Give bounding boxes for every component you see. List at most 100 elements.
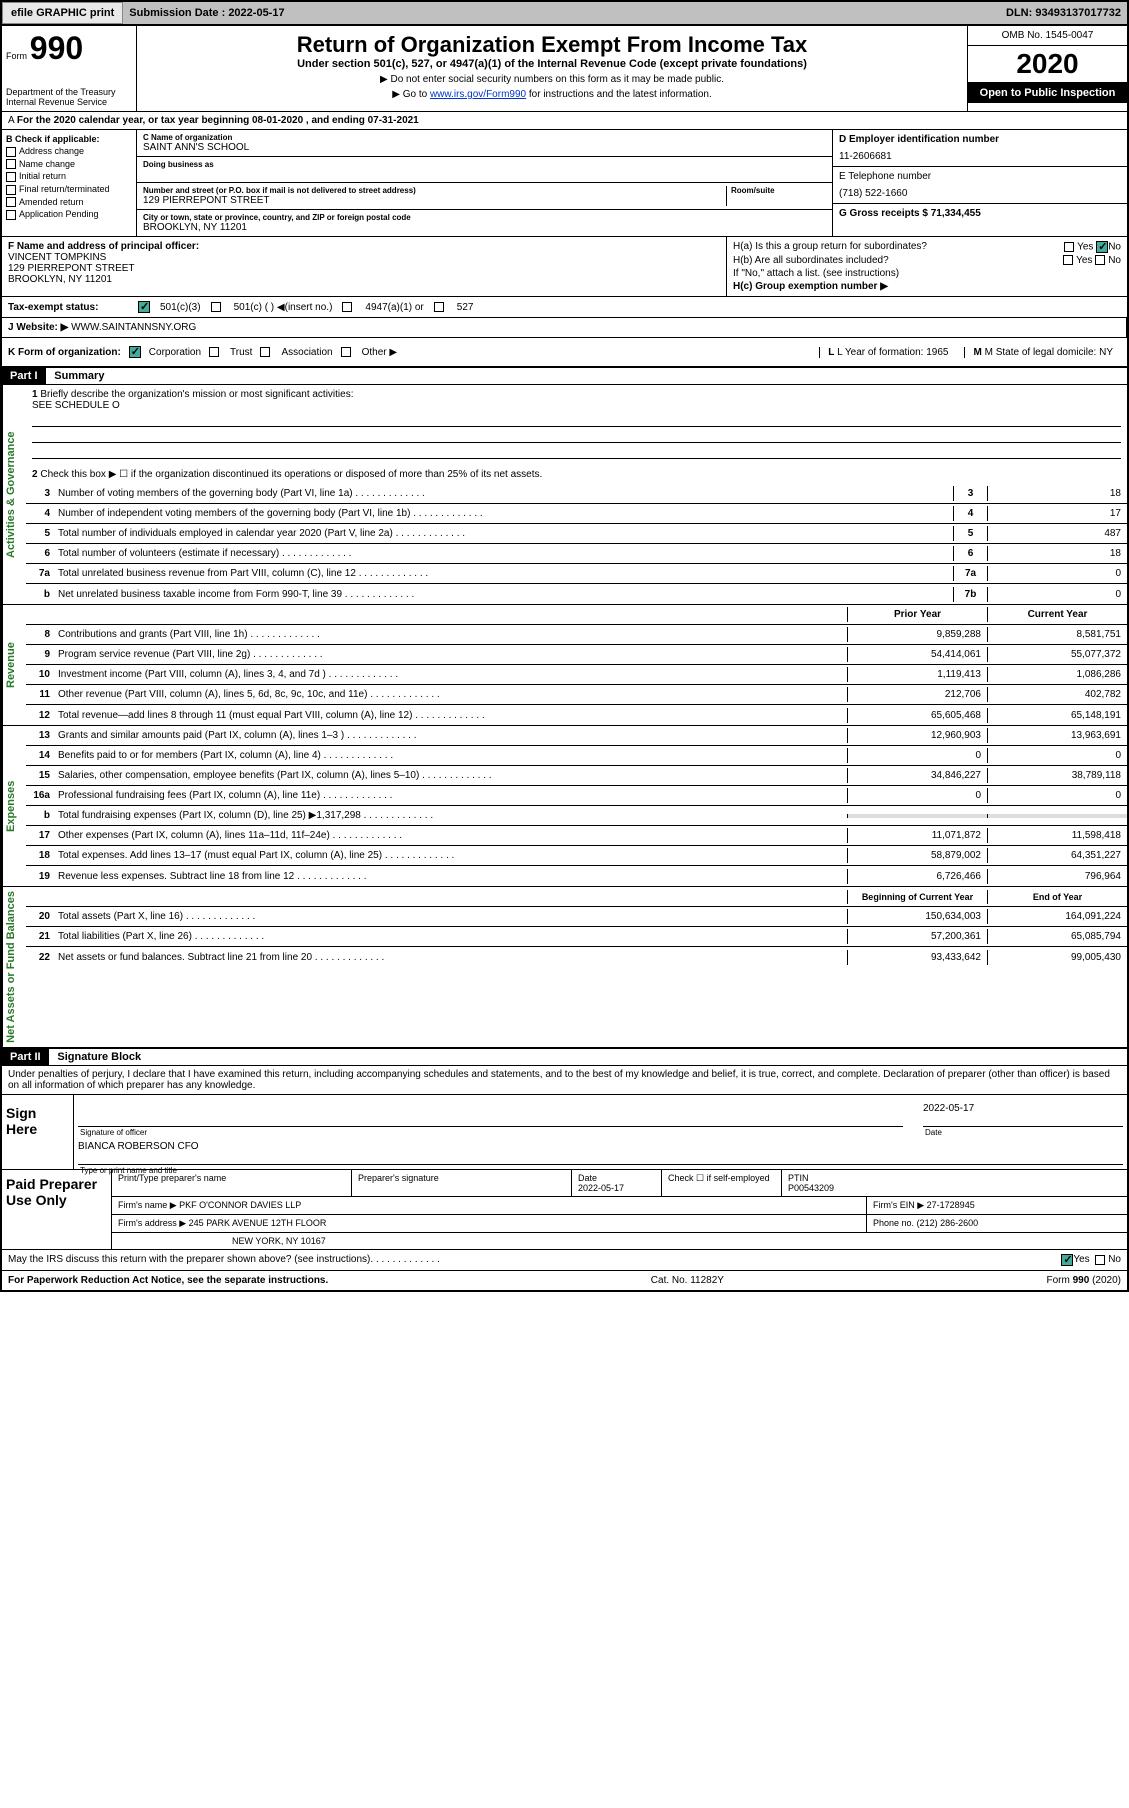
chk-amended-return[interactable]: Amended return <box>6 197 132 208</box>
h-b-no[interactable] <box>1095 255 1105 265</box>
row-k: K Form of organization: Corporation Trus… <box>2 338 1127 368</box>
summary-line-11: 11 Other revenue (Part VIII, column (A),… <box>26 685 1127 705</box>
hdr-end-year: End of Year <box>987 890 1127 904</box>
row-j-l-m: J Website: ▶ WWW.SAINTANNSNY.ORG <box>2 318 1127 338</box>
summary-line-15: 15 Salaries, other compensation, employe… <box>26 766 1127 786</box>
summary-expenses: Expenses 13 Grants and similar amounts p… <box>2 725 1127 886</box>
hdr-prior-year: Prior Year <box>847 607 987 622</box>
summary-line-10: 10 Investment income (Part VIII, column … <box>26 665 1127 685</box>
chk-initial-return[interactable]: Initial return <box>6 171 132 182</box>
chk-trust[interactable] <box>209 347 219 357</box>
discuss-yes[interactable] <box>1061 1254 1073 1266</box>
box-k-label: K Form of organization: <box>8 347 121 358</box>
title-box: Return of Organization Exempt From Incom… <box>137 26 967 111</box>
gross-receipts: G Gross receipts $ 71,334,455 <box>839 208 1121 219</box>
summary-line-21: 21 Total liabilities (Part X, line 26) 5… <box>26 927 1127 947</box>
preparer-firm: PKF O'CONNOR DAVIES LLP <box>179 1200 301 1210</box>
part-i-badge: Part I <box>2 368 46 384</box>
summary-line-4: 4 Number of independent voting members o… <box>26 504 1127 524</box>
chk-corporation[interactable] <box>129 346 141 358</box>
rotate-net-assets: Net Assets or Fund Balances <box>2 887 26 1047</box>
summary-net-assets: Net Assets or Fund Balances Beginning of… <box>2 886 1127 1047</box>
city-state-zip: BROOKLYN, NY 11201 <box>143 222 826 233</box>
chk-other[interactable] <box>341 347 351 357</box>
h-a-no[interactable] <box>1096 241 1108 253</box>
preparer-addr: 245 PARK AVENUE 12TH FLOOR <box>189 1218 327 1228</box>
page-footer: For Paperwork Reduction Act Notice, see … <box>2 1270 1127 1290</box>
form-number-box: Form 990 Department of the Treasury Inte… <box>2 26 137 111</box>
summary-line-3: 3 Number of voting members of the govern… <box>26 484 1127 504</box>
h-b-yes[interactable] <box>1063 255 1073 265</box>
form-title: Return of Organization Exempt From Incom… <box>143 32 961 58</box>
officer-addr: 129 PIERREPONT STREET <box>8 263 720 274</box>
chk-501c3[interactable] <box>138 301 150 313</box>
box-l: L L Year of formation: 1965 <box>819 347 956 358</box>
discuss-no[interactable] <box>1095 1255 1105 1265</box>
paid-preparer-label: Paid Preparer Use Only <box>2 1170 112 1249</box>
form-header: Form 990 Department of the Treasury Inte… <box>2 26 1127 112</box>
efile-print-button[interactable]: efile GRAPHIC print <box>2 2 123 24</box>
instructions-link[interactable]: www.irs.gov/Form990 <box>430 89 526 100</box>
officer-name: VINCENT TOMPKINS <box>8 252 720 263</box>
paid-preparer-row: Paid Preparer Use Only Print/Type prepar… <box>2 1170 1127 1250</box>
line-1-value: SEE SCHEDULE O <box>32 400 1121 411</box>
chk-name-change[interactable]: Name change <box>6 159 132 170</box>
header-bar: efile GRAPHIC print Submission Date : 20… <box>2 2 1127 26</box>
form-990-page: efile GRAPHIC print Submission Date : 20… <box>0 0 1129 1292</box>
sign-date-line: 2022-05-17 Date <box>923 1103 1123 1127</box>
chk-501c[interactable] <box>211 302 221 312</box>
chk-final-return[interactable]: Final return/terminated <box>6 184 132 195</box>
box-h: H(a) Is this a group return for subordin… <box>727 237 1127 296</box>
form-note1: ▶ Do not enter social security numbers o… <box>143 74 961 85</box>
irs-label: Internal Revenue Service <box>6 97 132 107</box>
box-c: C Name of organization SAINT ANN'S SCHOO… <box>137 130 832 236</box>
chk-4947[interactable] <box>342 302 352 312</box>
box-d-e-g: D Employer identification number 11-2606… <box>832 130 1127 236</box>
summary-revenue: Revenue Prior Year Current Year 8 Contri… <box>2 604 1127 725</box>
summary-line-12: 12 Total revenue—add lines 8 through 11 … <box>26 705 1127 725</box>
sign-here-label: Sign Here <box>2 1095 74 1169</box>
right-header-box: OMB No. 1545-0047 2020 Open to Public In… <box>967 26 1127 111</box>
box-m: M M State of legal domicile: NY <box>964 347 1121 358</box>
dln: DLN: 93493137017732 <box>1000 3 1127 23</box>
form-year: 2020 <box>968 46 1127 83</box>
officer-label: F Name and address of principal officer: <box>8 241 720 252</box>
dba-label: Doing business as <box>143 160 826 169</box>
footer-mid: Cat. No. 11282Y <box>651 1275 724 1286</box>
mission-line-3 <box>32 445 1121 459</box>
summary-line-18: 18 Total expenses. Add lines 13–17 (must… <box>26 846 1127 866</box>
perjury-statement: Under penalties of perjury, I declare th… <box>2 1066 1127 1095</box>
chk-application-pending[interactable]: Application Pending <box>6 209 132 220</box>
open-to-public: Open to Public Inspection <box>968 83 1127 103</box>
officer-signature-line: Signature of officer <box>78 1103 903 1127</box>
summary-line-8: 8 Contributions and grants (Part VIII, l… <box>26 625 1127 645</box>
chk-527[interactable] <box>434 302 444 312</box>
irs-discuss-row: May the IRS discuss this return with the… <box>2 1250 1127 1270</box>
summary-line-5: 5 Total number of individuals employed i… <box>26 524 1127 544</box>
summary-line-16a: 16a Professional fundraising fees (Part … <box>26 786 1127 806</box>
part-ii-header: Part II Signature Block <box>2 1047 1127 1066</box>
summary-line-17: 17 Other expenses (Part IX, column (A), … <box>26 826 1127 846</box>
box-b-label: B Check if applicable: <box>6 134 132 144</box>
form-subtitle: Under section 501(c), 527, or 4947(a)(1)… <box>143 58 961 70</box>
form-prefix: Form <box>6 51 27 61</box>
ein-value: 11-2606681 <box>839 151 1121 162</box>
officer-city: BROOKLYN, NY 11201 <box>8 274 720 285</box>
hdr-beginning-year: Beginning of Current Year <box>847 890 987 904</box>
chk-address-change[interactable]: Address change <box>6 146 132 157</box>
summary-line-9: 9 Program service revenue (Part VIII, li… <box>26 645 1127 665</box>
part-i-header: Part I Summary <box>2 368 1127 385</box>
mission-line-2 <box>32 429 1121 443</box>
summary-line-6: 6 Total number of volunteers (estimate i… <box>26 544 1127 564</box>
row-a-tax-year: A For the 2020 calendar year, or tax yea… <box>2 112 1127 130</box>
summary-line-b: b Net unrelated business taxable income … <box>26 584 1127 604</box>
org-name: SAINT ANN'S SCHOOL <box>143 142 826 153</box>
summary-activities: Activities & Governance 1 Briefly descri… <box>2 385 1127 604</box>
dept-label: Department of the Treasury <box>6 87 132 97</box>
ein-label: D Employer identification number <box>839 134 1121 145</box>
h-a-yes[interactable] <box>1064 242 1074 252</box>
preparer-ein: 27-1728945 <box>927 1200 975 1210</box>
part-ii-label: Signature Block <box>51 1049 147 1065</box>
omb-number: OMB No. 1545-0047 <box>968 26 1127 46</box>
chk-association[interactable] <box>260 347 270 357</box>
